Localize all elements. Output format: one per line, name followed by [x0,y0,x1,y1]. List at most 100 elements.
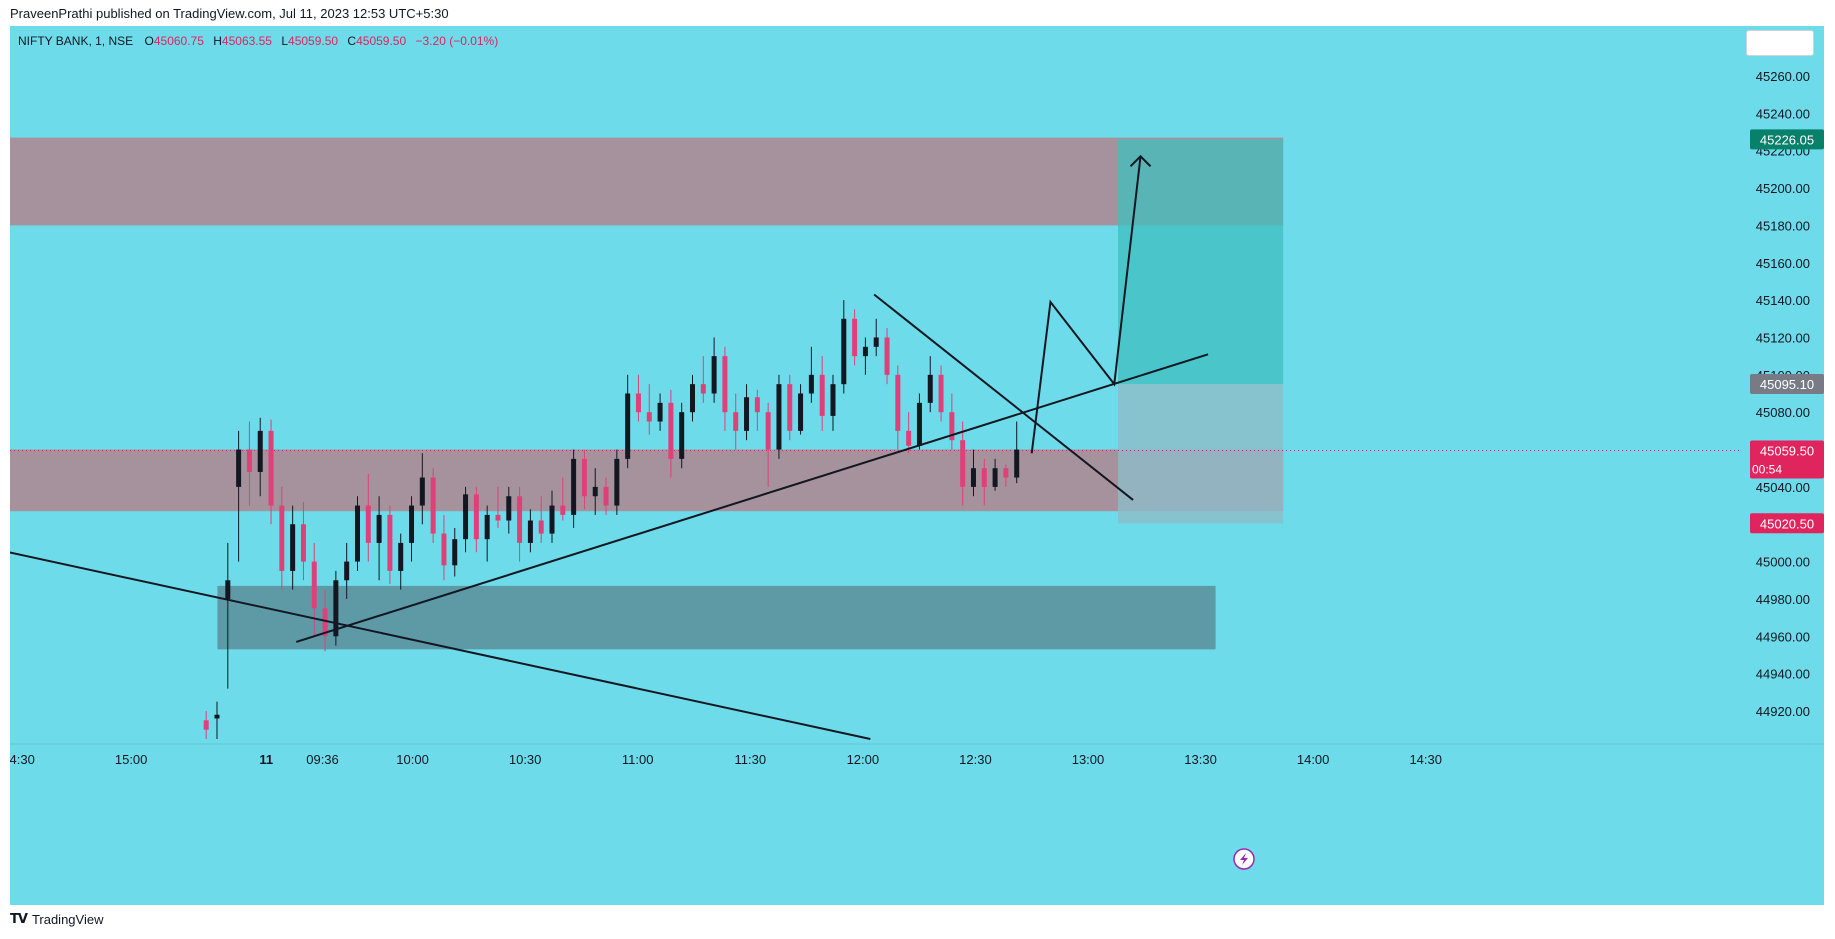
candle-body [549,505,555,534]
candle-body [203,720,209,730]
candle-body [657,402,663,422]
candle-body [733,412,739,431]
candle-body [808,374,814,394]
x-tick-label: 11 [259,752,273,767]
candle-body [365,505,371,543]
y-tick-label: 44960.00 [1756,629,1810,644]
price-tag-label: 45020.50 [1760,516,1814,531]
candle-body [506,496,512,521]
price-tag-label: 45059.50 [1760,443,1814,458]
candle-body [398,542,404,571]
candle-body [895,374,901,431]
x-tick-label: 13:00 [1072,752,1105,767]
candle-body [592,486,598,497]
y-tick-label: 45000.00 [1756,555,1810,570]
x-tick-label: 13:30 [1184,752,1217,767]
short-downtrend-line[interactable] [873,293,1134,501]
projection-arrow-head [1129,154,1152,168]
candle-body [484,514,490,540]
candle-body [787,384,793,431]
open-label: O [144,34,154,48]
candle-body [981,468,987,487]
candle-body [711,356,717,394]
candle-body [333,580,339,637]
candle-body [571,458,577,515]
tradingview-logo-icon: TV [10,912,28,927]
long-downtrend-line[interactable] [10,506,871,740]
candle-body [409,505,415,543]
candle-body [614,458,620,506]
candle-body [354,505,360,562]
price-chart[interactable]: 14:30 15:00 11 09:36 10:00 10:30 11:00 11:30 12:… [10,26,1824,905]
x-tick-label: 10:00 [396,752,429,767]
demand-zone [217,585,1216,650]
candle-body [679,412,685,459]
projection-path[interactable] [1030,156,1142,454]
candle-body [906,430,912,446]
top-right-box[interactable] [1746,30,1814,56]
chart-area[interactable]: 14:30 15:00 11 09:36 10:00 10:30 11:00 11:30 12:… [10,26,1824,905]
open-value: 45060.75 [153,34,204,48]
candle-body [689,384,695,413]
supply-zone [10,137,1284,226]
candle-body [560,505,566,515]
candle-body [862,346,868,357]
mid-zone [10,449,1284,512]
y-tick-label: 45200.00 [1756,181,1810,196]
y-tick-label: 44980.00 [1756,592,1810,607]
target-zone[interactable] [1118,139,1284,384]
symbol-label: NIFTY BANK, 1, NSE [18,34,134,48]
candle-body [830,384,836,416]
price-tag-countdown: 00:54 [1752,462,1782,476]
price-tag-label: 45095.10 [1760,377,1814,392]
candle-body [376,514,382,543]
candle-body [268,430,274,506]
candle-body [744,397,750,431]
low-value: 45059.50 [288,34,339,48]
candle-body [819,374,825,416]
y-tick-label: 45240.00 [1756,106,1810,121]
candle-body [344,561,350,581]
candle-body [992,468,998,487]
price-tag-entry [1750,373,1824,394]
candle-body [646,412,652,422]
y-tick-label: 45180.00 [1756,218,1810,233]
candle-body [452,539,458,566]
candle-body [625,393,631,459]
candle-body [290,524,296,571]
candle-body [473,494,479,540]
y-tick-label: 45260.00 [1756,69,1810,84]
x-tick-label: 14:00 [1297,752,1330,767]
candle-body [1014,449,1020,478]
brand-label: TradingView [31,912,104,927]
x-tick-label: 15:00 [115,752,148,767]
candle-body [754,397,760,413]
price-tag-last [1750,440,1824,479]
stop-zone[interactable] [1118,383,1284,524]
candle-body [884,337,890,375]
candle-body [225,580,231,599]
candle-body [668,402,674,459]
candle-body [798,393,804,431]
candle-body [841,318,847,385]
y-tick-label: 45080.00 [1756,405,1810,420]
candle-body [960,440,966,487]
candle-body [722,356,728,413]
candle-body [495,514,501,521]
y-tick-label: 45160.00 [1756,256,1810,271]
x-tick-label: 12:30 [959,752,992,767]
y-tick-label: 45120.00 [1756,330,1810,345]
x-tick-label: 10:30 [509,752,542,767]
candle-body [1003,468,1009,478]
x-tick-label: 11:30 [734,752,766,767]
candle-body [430,477,436,534]
candle-body [700,384,706,394]
candle-body [873,337,879,347]
x-tick-label: 14:30 [1409,752,1442,767]
candle-body [938,374,944,413]
candle-body [603,486,609,506]
ohlc-legend: NIFTY BANK, 1, NSE O45060.75 H45063.55 L… [18,34,504,48]
x-tick-label: 11:00 [622,752,654,767]
uptrend-line[interactable] [295,353,1209,643]
footer: TV TradingView [10,912,103,927]
